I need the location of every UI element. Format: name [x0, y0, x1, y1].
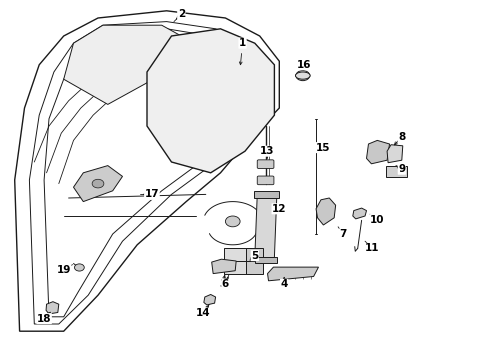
- Text: 11: 11: [365, 243, 380, 253]
- Circle shape: [92, 179, 104, 188]
- Text: 7: 7: [339, 229, 347, 239]
- FancyBboxPatch shape: [254, 191, 279, 198]
- Circle shape: [74, 264, 84, 271]
- Polygon shape: [204, 294, 216, 305]
- Text: 16: 16: [296, 60, 311, 70]
- Polygon shape: [64, 25, 181, 104]
- FancyBboxPatch shape: [246, 261, 263, 274]
- Polygon shape: [212, 259, 236, 274]
- Text: 6: 6: [222, 279, 229, 289]
- Text: 1: 1: [239, 38, 246, 48]
- Polygon shape: [74, 166, 122, 202]
- FancyBboxPatch shape: [246, 248, 263, 261]
- FancyBboxPatch shape: [386, 166, 407, 177]
- FancyBboxPatch shape: [224, 261, 251, 274]
- Text: 4: 4: [280, 279, 288, 289]
- FancyBboxPatch shape: [257, 160, 274, 168]
- Polygon shape: [268, 267, 318, 281]
- Polygon shape: [367, 140, 390, 164]
- Text: 17: 17: [145, 189, 159, 199]
- Text: 9: 9: [398, 164, 405, 174]
- Polygon shape: [147, 29, 274, 173]
- Polygon shape: [46, 302, 59, 314]
- Text: 8: 8: [398, 132, 405, 142]
- Polygon shape: [316, 198, 336, 225]
- FancyBboxPatch shape: [257, 176, 274, 185]
- Polygon shape: [255, 193, 277, 259]
- Polygon shape: [353, 208, 367, 219]
- Circle shape: [225, 216, 240, 227]
- Text: 3: 3: [220, 279, 226, 289]
- Ellipse shape: [295, 72, 310, 79]
- Text: 19: 19: [56, 265, 71, 275]
- Text: 15: 15: [316, 143, 331, 153]
- Text: 18: 18: [37, 314, 51, 324]
- FancyBboxPatch shape: [255, 257, 277, 263]
- Text: 5: 5: [251, 251, 258, 261]
- Text: 14: 14: [196, 308, 211, 318]
- Polygon shape: [387, 145, 403, 163]
- Text: 13: 13: [260, 146, 274, 156]
- Text: 10: 10: [370, 215, 385, 225]
- Text: 2: 2: [178, 9, 185, 19]
- Circle shape: [296, 71, 310, 81]
- Text: 12: 12: [272, 204, 287, 214]
- FancyBboxPatch shape: [224, 248, 251, 261]
